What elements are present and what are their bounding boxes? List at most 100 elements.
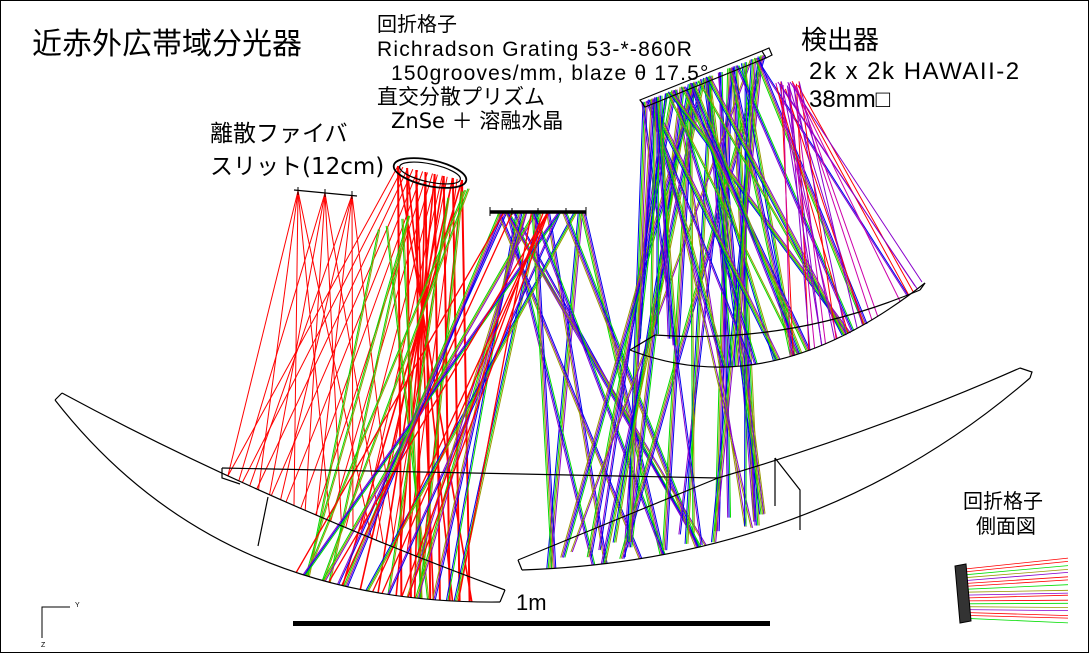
scale-bar-label: 1m (516, 590, 547, 615)
light-ray (628, 101, 645, 543)
prism-name: 直交分散プリズム (377, 85, 545, 109)
light-ray (249, 194, 353, 487)
light-ray (775, 82, 838, 339)
light-ray (534, 212, 555, 569)
light-ray (344, 212, 501, 587)
light-ray (385, 225, 428, 600)
light-ray (368, 212, 577, 592)
light-ray (565, 212, 699, 548)
light-ray (710, 76, 847, 336)
light-ray (964, 592, 1069, 596)
light-ray (964, 561, 1069, 573)
light-ray (586, 90, 673, 558)
light-ray (651, 97, 657, 340)
light-ray (303, 212, 560, 576)
light-ray (407, 212, 549, 598)
fold-mirror-back-edge (521, 377, 1031, 571)
light-ray (654, 97, 674, 346)
prism-ticks (489, 207, 587, 216)
light-ray (649, 97, 655, 340)
light-ray (639, 98, 655, 339)
light-ray (638, 98, 654, 339)
light-ray (667, 91, 847, 334)
light-ray (735, 65, 852, 331)
camera-mirror-front-edge (654, 289, 921, 338)
light-ray (316, 194, 353, 516)
detector-format: 2k x 2k HAWAII-2 (809, 58, 1021, 85)
light-ray (663, 83, 693, 551)
light-ray (736, 59, 755, 367)
light-ray (377, 175, 445, 593)
light-ray (359, 177, 454, 590)
light-ray (280, 194, 353, 500)
grating (392, 157, 468, 189)
light-ray (793, 87, 847, 335)
light-ray (564, 81, 699, 558)
light-ray (798, 81, 837, 340)
light-ray (433, 173, 441, 601)
light-ray (964, 609, 1069, 611)
collimator-back-edge (54, 399, 501, 603)
light-ray (434, 212, 523, 600)
prism-material: ZnSe ＋ 溶融水晶 (391, 109, 564, 133)
light-ray (563, 81, 698, 558)
light-ray (708, 77, 733, 367)
light-ray (964, 589, 1069, 593)
light-ray (308, 229, 381, 577)
light-ray (964, 606, 1069, 608)
light-ray (227, 165, 399, 477)
grating-model: Richradson Grating 53-*-860R (377, 38, 694, 61)
camera-mirror-end-caps (629, 282, 926, 351)
detector-mount (761, 47, 773, 59)
light-ray (330, 173, 433, 522)
axis-indicator (41, 606, 70, 638)
bench-end (221, 468, 241, 485)
collimator-front-edge (61, 392, 506, 591)
light-ray (791, 82, 901, 302)
light-ray (227, 190, 299, 477)
light-ray (733, 59, 752, 367)
bench-line (221, 467, 719, 479)
light-ray (964, 576, 1069, 584)
light-ray (685, 86, 811, 351)
light-ray (397, 165, 403, 597)
light-ray (619, 55, 762, 559)
light-ray (582, 212, 662, 556)
light-ray (372, 212, 548, 593)
light-ray (754, 57, 908, 297)
light-ray (666, 83, 695, 551)
light-ray (531, 212, 553, 569)
light-ray (707, 76, 844, 336)
light-ray (658, 97, 678, 346)
light-ray (391, 177, 453, 547)
collimator-end-caps (54, 392, 506, 603)
fiber-slit (293, 187, 358, 199)
light-ray (402, 218, 423, 599)
light-ray (408, 212, 527, 598)
light-ray (285, 170, 419, 503)
light-ray (533, 212, 665, 555)
light-ray (789, 81, 923, 283)
light-ray (788, 83, 816, 349)
page-title: 近赤外広帯域分光器 (32, 27, 302, 62)
light-ray (341, 212, 513, 586)
light-ray (365, 212, 575, 592)
light-ray (691, 83, 695, 533)
light-ray (637, 98, 652, 339)
light-ray (779, 83, 916, 287)
light-ray (964, 579, 1069, 587)
light-ray (786, 85, 823, 346)
detector-name: 検出器 (801, 26, 880, 56)
light-ray (964, 617, 1069, 624)
light-ray (258, 190, 299, 490)
camera-mirror (629, 282, 926, 368)
light-ray (238, 192, 326, 482)
light-ray (241, 166, 404, 483)
light-ray (964, 565, 1069, 576)
light-ray (442, 175, 451, 601)
light-ray (780, 81, 836, 340)
axis-z-label: Z (41, 642, 46, 649)
grating-spec: 150grooves/mm, blaze θ 17.5° (391, 62, 710, 85)
